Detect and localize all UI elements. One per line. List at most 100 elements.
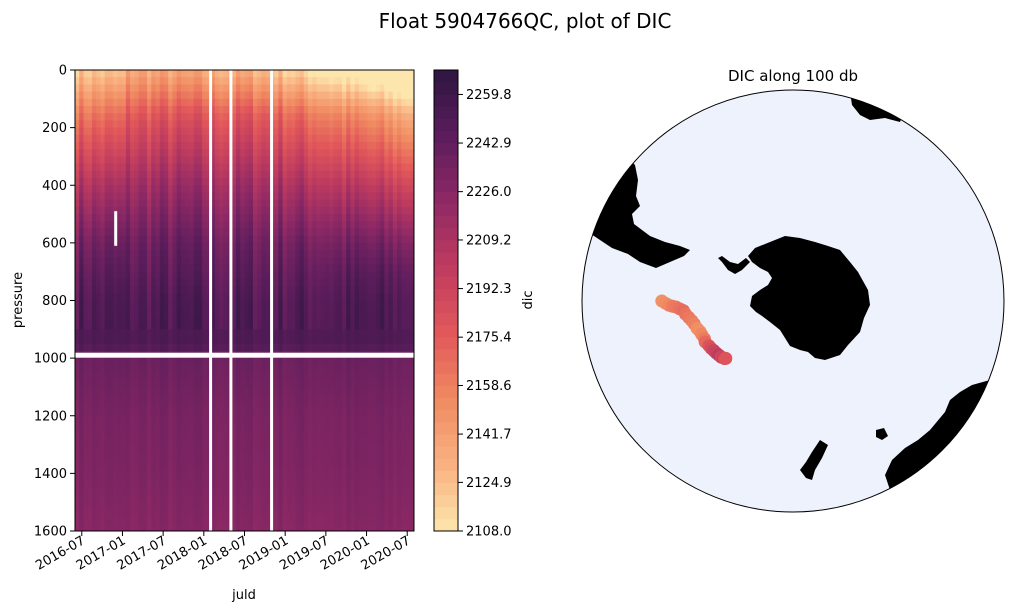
heatmap-cell <box>189 106 195 114</box>
heatmap-cell <box>142 516 148 525</box>
heatmap-cell <box>282 250 288 258</box>
heatmap-cell <box>320 98 326 107</box>
heatmap-cell <box>185 242 191 251</box>
heatmap-cell <box>346 494 352 503</box>
heatmap-cell <box>291 386 296 395</box>
heatmap-cell <box>248 84 254 93</box>
heatmap-cell <box>371 509 377 518</box>
heatmap-cell <box>108 149 114 158</box>
heatmap-cell <box>295 422 301 431</box>
heatmap-cell <box>197 127 203 136</box>
heatmap-cell <box>325 286 330 294</box>
heatmap-cell <box>363 322 368 330</box>
heatmap-cell <box>257 300 263 309</box>
heatmap-cell <box>240 70 246 78</box>
heatmap-cell <box>312 286 318 294</box>
heatmap-cell <box>151 170 157 179</box>
heatmap-cell <box>180 286 186 294</box>
heatmap-cell <box>278 437 284 446</box>
heatmap-cell <box>274 214 279 222</box>
heatmap-cell <box>329 336 335 345</box>
heatmap-cell <box>202 415 207 424</box>
heatmap-cell <box>371 444 377 453</box>
heatmap-cell <box>278 214 284 222</box>
heatmap-cell <box>163 480 169 489</box>
heatmap-cell <box>185 365 191 374</box>
heatmap-cell <box>91 394 97 402</box>
heatmap-cell <box>104 98 110 107</box>
heatmap-cell <box>79 343 85 352</box>
heatmap-cell <box>325 228 330 237</box>
heatmap-cell <box>117 77 123 85</box>
heatmap-cell <box>83 206 89 215</box>
heatmap-cell <box>371 178 377 186</box>
heatmap-cell <box>210 394 216 402</box>
heatmap-cell <box>244 77 250 85</box>
heatmap-cell <box>320 408 326 417</box>
heatmap-cell <box>329 170 335 179</box>
heatmap-cell <box>130 343 135 352</box>
heatmap-cell <box>401 300 407 309</box>
heatmap-cell <box>274 322 279 330</box>
heatmap-cell <box>375 221 381 230</box>
heatmap-cell <box>286 509 292 518</box>
heatmap-cell <box>104 430 110 438</box>
heatmap-cell <box>206 372 212 381</box>
heatmap-cell <box>320 70 326 78</box>
heatmap-cell <box>193 271 199 280</box>
heatmap-cell <box>358 242 364 251</box>
heatmap-cell <box>185 170 191 179</box>
heatmap-cell <box>104 343 110 352</box>
heatmap-cell <box>363 293 368 302</box>
heatmap-cell <box>303 264 309 273</box>
heatmap-cell <box>121 408 127 417</box>
heatmap-cell <box>125 458 131 467</box>
heatmap-cell <box>151 458 157 467</box>
heatmap-cell <box>308 163 313 172</box>
heatmap-cell <box>363 487 368 496</box>
heatmap-cell <box>125 127 131 136</box>
heatmap-cell <box>354 415 360 424</box>
heatmap-cell <box>384 487 390 496</box>
heatmap-cell <box>223 293 229 302</box>
heatmap-cell <box>87 70 93 78</box>
heatmap-cell <box>265 170 271 179</box>
heatmap-cell <box>371 307 377 316</box>
heatmap-cell <box>163 365 169 374</box>
heatmap-cell <box>392 473 398 482</box>
heatmap-cell <box>329 242 335 251</box>
heatmap-cell <box>142 192 148 201</box>
heatmap-cell <box>333 214 339 222</box>
heatmap-cell <box>375 250 381 258</box>
heatmap-cell <box>278 401 284 410</box>
heatmap-cell <box>367 84 373 93</box>
heatmap-cell <box>265 401 271 410</box>
heatmap-cell <box>91 322 97 330</box>
heatmap-cell <box>337 192 343 201</box>
heatmap-cell <box>325 523 330 531</box>
heatmap-cell <box>388 466 394 474</box>
heatmap-cell <box>117 170 123 179</box>
heatmap-cell <box>163 106 169 114</box>
heatmap-cell <box>113 451 118 460</box>
heatmap-cell <box>91 149 97 158</box>
heatmap-cell <box>388 199 394 208</box>
heatmap-cell <box>257 343 263 352</box>
heatmap-cell <box>363 70 368 78</box>
heatmap-cell <box>121 127 127 136</box>
heatmap-cell <box>286 120 292 129</box>
heatmap-cell <box>121 142 127 150</box>
heatmap-cell <box>147 120 152 129</box>
heatmap-cell <box>354 206 360 215</box>
heatmap-cell <box>108 120 114 129</box>
heatmap-cell <box>371 120 377 129</box>
heatmap-cell <box>189 487 195 496</box>
heatmap-cell <box>147 451 152 460</box>
heatmap-cell <box>380 329 385 338</box>
heatmap-cell <box>325 156 330 165</box>
heatmap-cell <box>121 451 127 460</box>
heatmap-cell <box>142 422 148 431</box>
heatmap-cell <box>159 271 165 280</box>
heatmap-cell <box>79 134 85 143</box>
heatmap-cell <box>79 127 85 136</box>
